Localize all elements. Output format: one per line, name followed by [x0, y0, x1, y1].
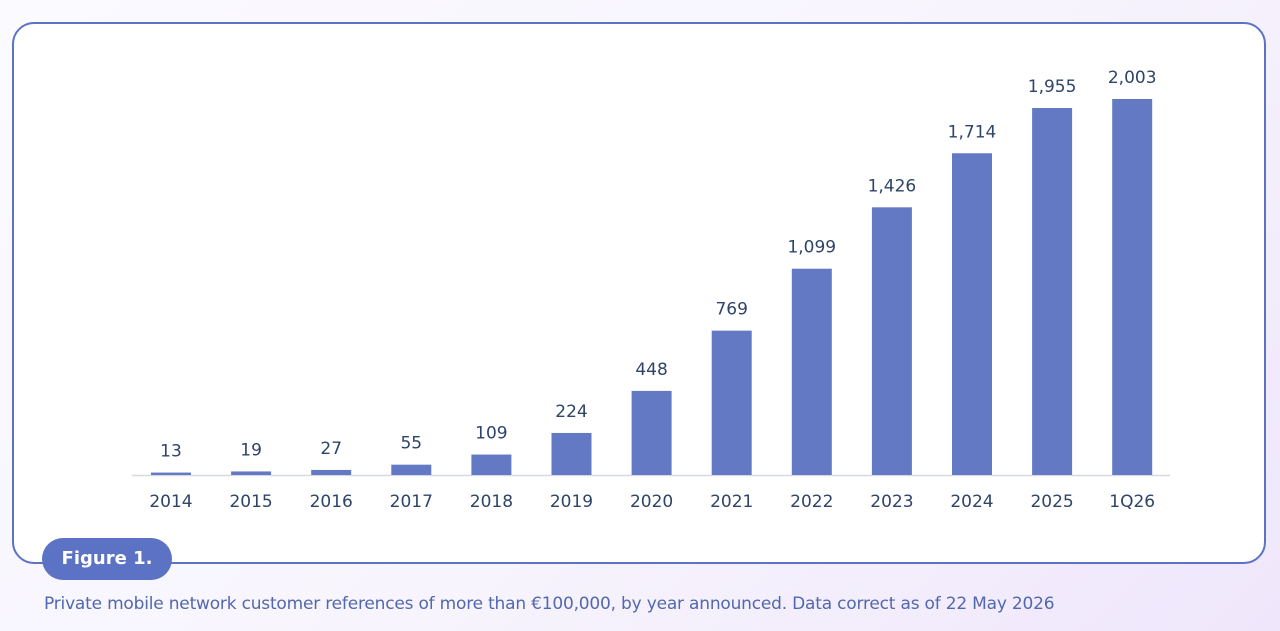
bar-2016 [311, 469, 352, 475]
data-label-2016: 27 [320, 439, 342, 459]
bar-2015 [231, 471, 272, 475]
data-label-2018: 109 [475, 424, 507, 444]
bar-2024 [952, 153, 992, 476]
data-label-2014: 13 [160, 442, 182, 462]
bar-2025 [1032, 108, 1073, 475]
x-tick-2018: 2018 [470, 492, 513, 512]
x-tick-2019: 2019 [550, 492, 593, 512]
bar-2021 [711, 330, 752, 475]
bar-2022 [791, 268, 832, 475]
x-tick-2025: 2025 [1030, 492, 1073, 512]
x-tick-2020: 2020 [630, 492, 673, 512]
figure-caption: Private mobile network customer referenc… [44, 594, 1055, 614]
figure-label: Figure 1. [42, 538, 172, 580]
x-tick-2017: 2017 [390, 492, 433, 512]
x-tick-2021: 2021 [710, 492, 753, 512]
x-tick-2016: 2016 [310, 492, 353, 512]
bar-2017 [391, 464, 432, 475]
x-tick-1q26: 1Q26 [1109, 492, 1155, 512]
x-tick-2023: 2023 [870, 492, 913, 512]
data-label-2022: 1,099 [787, 238, 836, 258]
data-label-2019: 224 [555, 402, 587, 422]
data-label-2024: 1,714 [948, 122, 997, 142]
bar-2018 [471, 454, 512, 475]
x-tick-2014: 2014 [149, 492, 192, 512]
x-tick-2022: 2022 [790, 492, 833, 512]
data-label-2021: 769 [715, 300, 747, 320]
bar-2020 [631, 390, 672, 475]
data-label-2017: 55 [400, 434, 422, 454]
data-label-2025: 1,955 [1028, 77, 1077, 97]
data-label-1q26: 2,003 [1108, 68, 1157, 88]
bar-2019 [551, 432, 592, 475]
bar-2014 [151, 472, 191, 475]
x-tick-2015: 2015 [229, 492, 272, 512]
x-tick-2024: 2024 [950, 492, 993, 512]
data-label-2015: 19 [240, 440, 262, 460]
bar-1q26 [1112, 99, 1153, 475]
data-label-2023: 1,426 [868, 176, 917, 196]
bar-2023 [871, 207, 912, 475]
data-label-2020: 448 [635, 360, 667, 380]
